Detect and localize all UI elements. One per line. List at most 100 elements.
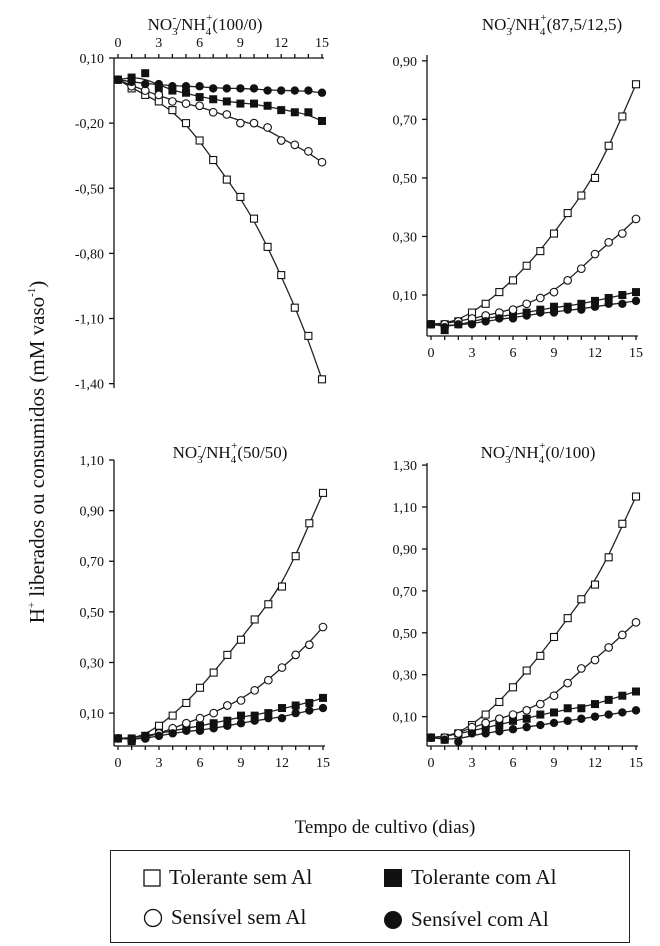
- data-point-sensivel-com-al: [631, 706, 641, 715]
- data-point-sensivel-com-al: [209, 84, 218, 93]
- data-point-tolerante-sem-al: [168, 106, 177, 115]
- data-point-sensivel-sem-al: [535, 293, 545, 303]
- data-point-sensivel-sem-al: [181, 99, 191, 108]
- data-point-sensivel-sem-al: [236, 118, 245, 128]
- data-point-tolerante-com-al: [291, 701, 300, 710]
- data-point-sensivel-sem-al: [617, 630, 627, 640]
- x-tick-label: 15: [629, 756, 643, 771]
- legend-label: Sensível sem Al: [171, 905, 307, 929]
- data-point-tolerante-com-al: [222, 97, 231, 106]
- x-tick-label: 12: [588, 346, 602, 361]
- panel-title-part: (50/50): [237, 443, 287, 462]
- data-point-tolerante-com-al: [305, 698, 314, 707]
- data-point-sensivel-sem-al: [168, 97, 177, 106]
- data-point-sensivel-com-al: [195, 82, 204, 91]
- data-point-sensivel-sem-al: [522, 299, 532, 309]
- data-point-sensivel-com-al: [127, 736, 136, 746]
- data-point-tolerante-sem-al: [604, 141, 613, 150]
- data-point-tolerante-sem-al: [631, 80, 641, 89]
- data-point-tolerante-sem-al: [249, 214, 259, 223]
- data-point-sensivel-sem-al: [563, 678, 573, 688]
- data-point-tolerante-sem-al: [618, 112, 627, 121]
- trend-line-filled-square: [430, 690, 637, 739]
- filled-square-icon: [384, 868, 402, 887]
- panel-title-part: /NH: [176, 15, 205, 34]
- data-point-sensivel-sem-al: [291, 650, 301, 660]
- data-point-tolerante-sem-al: [590, 173, 600, 182]
- x-tick-label: 12: [274, 36, 288, 51]
- x-tick-label: 15: [629, 346, 643, 361]
- data-point-sensivel-sem-al: [549, 691, 559, 701]
- x-tick-label: 0: [428, 756, 435, 771]
- panel-title-part: (0/100): [545, 443, 595, 462]
- data-point-tolerante-com-al: [237, 711, 245, 720]
- data-point-tolerante-com-al: [278, 704, 286, 713]
- panel-title-part: -: [506, 440, 510, 452]
- panel-title-part: +: [539, 440, 545, 452]
- panel-4: NO3-/NH4+(0/100)1,301,100,900,700,500,30…: [393, 440, 644, 771]
- legend-label: Tolerante com Al: [411, 865, 557, 889]
- data-point-sensivel-com-al: [508, 314, 518, 323]
- y-tick-label: 0,30: [393, 230, 418, 245]
- x-tick-label: 9: [551, 346, 558, 361]
- data-point-sensivel-com-al: [318, 703, 328, 713]
- data-point-tolerante-sem-al: [577, 191, 586, 200]
- data-point-sensivel-com-al: [222, 84, 231, 93]
- data-point-sensivel-sem-al: [277, 663, 287, 672]
- data-point-tolerante-com-al: [154, 84, 163, 93]
- data-point-sensivel-sem-al: [317, 157, 327, 167]
- y-tick-label: 0,50: [393, 172, 418, 187]
- data-point-sensivel-sem-al: [535, 699, 545, 709]
- data-point-tolerante-com-al: [591, 296, 599, 305]
- trend-line-filled-circle: [430, 709, 637, 740]
- data-point-sensivel-com-al: [181, 82, 191, 91]
- data-point-tolerante-com-al: [604, 293, 613, 302]
- data-point-tolerante-com-al: [632, 687, 640, 696]
- data-point-sensivel-com-al: [263, 86, 272, 95]
- x-tick-label: 9: [551, 756, 558, 771]
- data-point-tolerante-com-al: [182, 88, 190, 97]
- panel-title-part: (87,5/12,5): [547, 15, 623, 34]
- y-tick-label: 0,90: [393, 543, 418, 558]
- data-point-tolerante-sem-al: [618, 519, 627, 528]
- data-point-sensivel-com-al: [563, 716, 572, 726]
- data-point-sensivel-com-al: [604, 299, 613, 309]
- data-point-tolerante-com-al: [209, 719, 218, 728]
- data-point-tolerante-sem-al: [209, 668, 218, 677]
- data-point-tolerante-com-al: [223, 716, 232, 725]
- data-point-sensivel-sem-al: [208, 107, 218, 117]
- data-point-sensivel-com-al: [182, 726, 191, 736]
- data-point-tolerante-sem-al: [549, 229, 559, 238]
- data-point-tolerante-sem-al: [318, 488, 328, 497]
- data-point-tolerante-sem-al: [577, 595, 586, 604]
- data-point-tolerante-sem-al: [223, 650, 232, 659]
- panel-2: NO3-/NH4+(87,5/12,5)0,900,700,500,300,10…: [393, 12, 644, 361]
- x-tick-label: 0: [115, 36, 122, 51]
- x-tick-label: 12: [275, 756, 289, 771]
- data-point-tolerante-sem-al: [277, 271, 286, 280]
- data-point-sensivel-com-al: [536, 720, 545, 730]
- data-point-tolerante-sem-al: [250, 615, 259, 624]
- x-tick-label: 15: [316, 756, 330, 771]
- trend-line-filled-square: [117, 697, 324, 740]
- data-point-tolerante-sem-al: [495, 288, 504, 297]
- data-point-tolerante-sem-al: [154, 721, 164, 730]
- data-point-sensivel-sem-al: [604, 237, 614, 247]
- y-tick-label: 0,10: [393, 289, 418, 304]
- data-point-tolerante-sem-al: [590, 580, 600, 589]
- data-point-sensivel-com-al: [195, 726, 205, 736]
- data-point-sensivel-sem-al: [549, 287, 559, 297]
- data-point-sensivel-com-al: [305, 706, 314, 715]
- data-point-tolerante-com-al: [318, 116, 326, 125]
- y-tick-label: 0,30: [393, 669, 418, 684]
- data-point-sensivel-com-al: [426, 320, 436, 329]
- panel-title-part: -: [198, 440, 202, 452]
- data-point-tolerante-sem-al: [290, 303, 299, 312]
- data-point-sensivel-com-al: [168, 82, 177, 91]
- y-tick-label: 1,10: [393, 501, 418, 516]
- y-axis-label: H+ liberados ou consumidos (mM vaso-1): [25, 281, 49, 624]
- data-point-tolerante-sem-al: [481, 299, 490, 308]
- panel-title-part: NO: [173, 443, 198, 462]
- trend-line-filled-circle: [117, 707, 324, 740]
- x-tick-label: 9: [237, 36, 244, 51]
